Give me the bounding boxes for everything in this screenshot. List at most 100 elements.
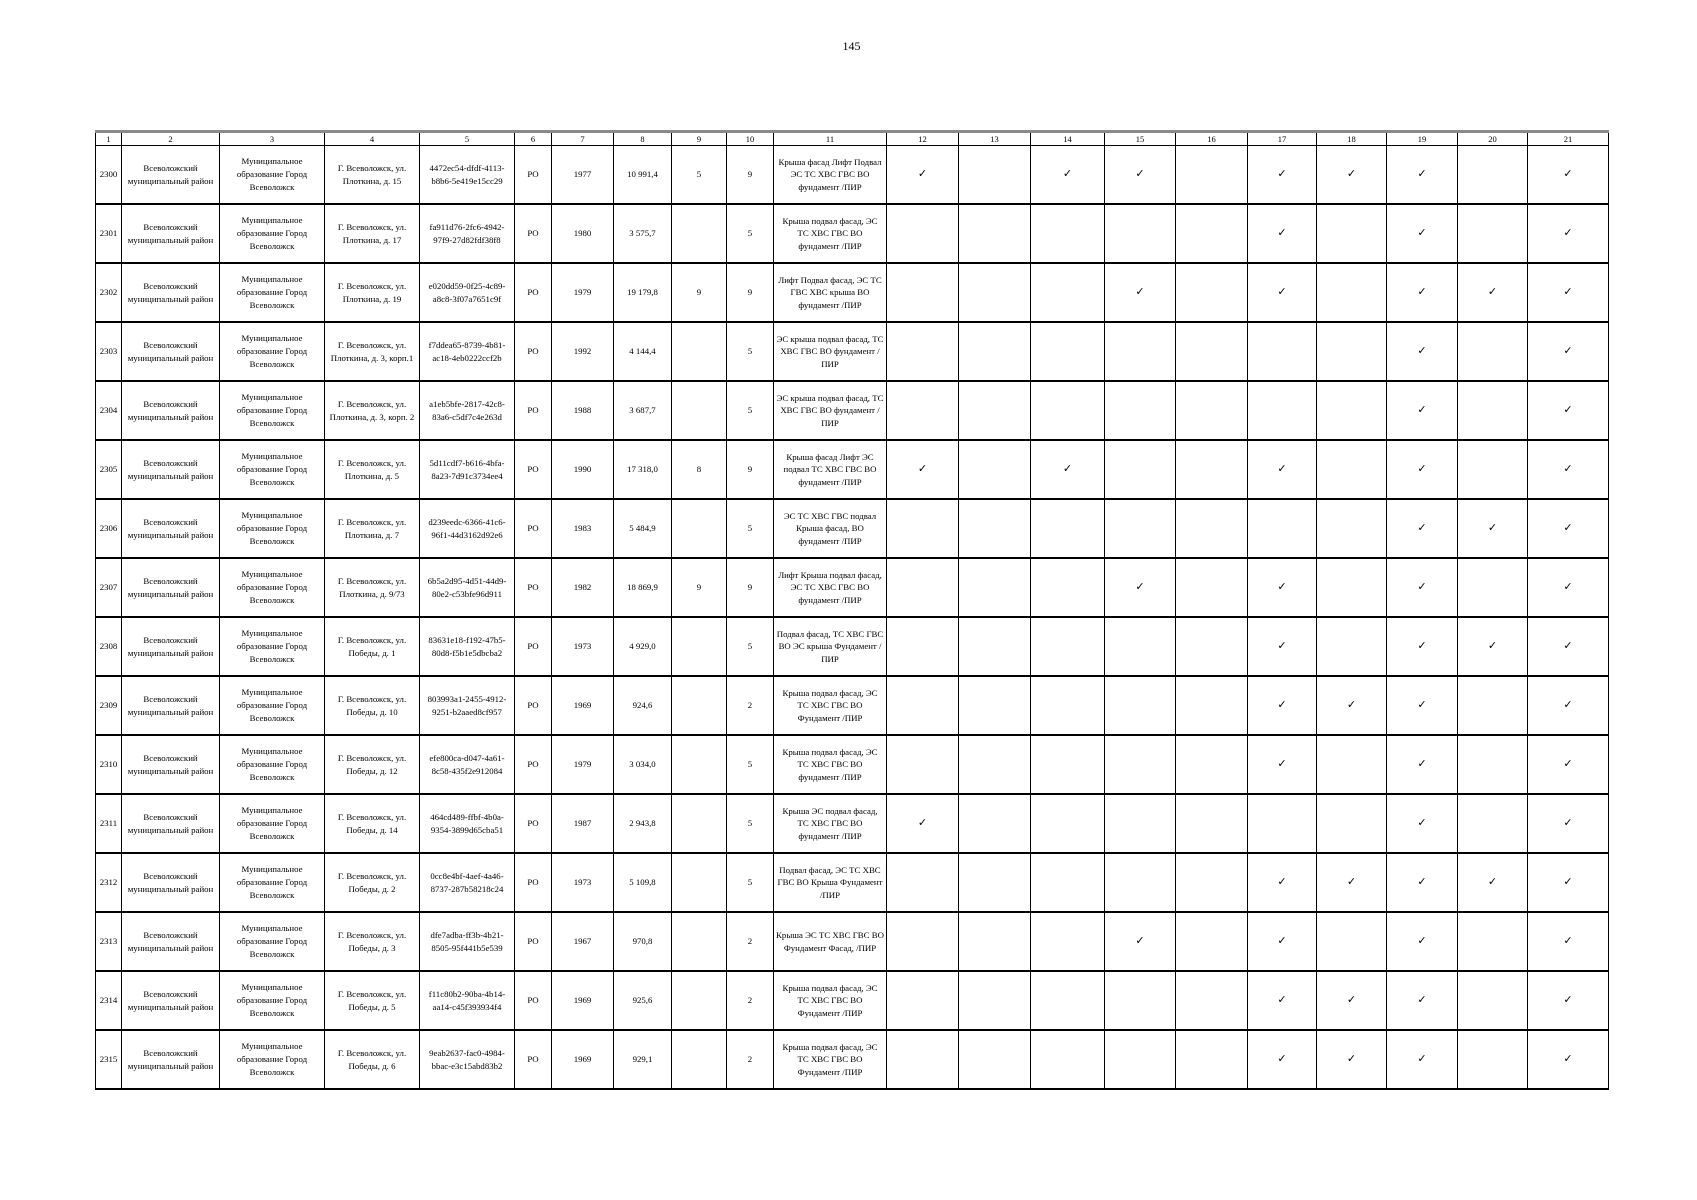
row-number-cell: 2301 [95, 203, 122, 264]
col9-cell [671, 616, 727, 677]
checkmark-col17: ✓ [1247, 557, 1317, 618]
table-row-2302: 2302 Всеволожский муниципальный район Муни… [95, 262, 1609, 323]
col10-cell: 2 [726, 1029, 774, 1090]
column-number-12: 12 [886, 130, 959, 146]
col10-cell: 5 [726, 203, 774, 264]
empty-check-cell-col18 [1316, 557, 1387, 618]
empty-check-cell-col17 [1247, 380, 1317, 441]
checkmark-col18: ✓ [1316, 970, 1387, 1031]
row-number-cell: 2315 [95, 1029, 122, 1090]
col9-cell [671, 498, 727, 559]
table-row-2311: 2311 Всеволожский муниципальный район Муни… [95, 793, 1609, 854]
col10-cell: 2 [726, 970, 774, 1031]
works-list-cell: Подвал фасад, ЭС ТС ХВС ГВС ВО Крыша Фун… [773, 852, 887, 913]
works-list-cell: Крыша подвал фасад, ЭС ТС ХВС ГВС ВО Фун… [773, 970, 887, 1031]
column-number-9: 9 [671, 130, 727, 146]
address-cell: Г. Всеволожск, ул. Плоткина, д. 5 [324, 439, 420, 500]
program-cell: РО [514, 675, 552, 736]
table-row-2301: 2301 Всеволожский муниципальный район Муни… [95, 203, 1609, 264]
area-cell: 10 991,4 [613, 145, 672, 205]
municipality-cell: Муниципальное образование Город Всеволож… [219, 321, 325, 382]
checkmark-col21: ✓ [1527, 145, 1609, 205]
empty-check-cell-col15 [1104, 793, 1176, 854]
empty-check-cell-col12 [886, 734, 959, 795]
checkmark-col12: ✓ [886, 793, 959, 854]
checkmark-col19: ✓ [1386, 498, 1458, 559]
empty-check-cell-col16 [1175, 145, 1248, 205]
district-cell: Всеволожский муниципальный район [121, 1029, 220, 1090]
works-list-cell: Крыша подвал фасад, ЭС ТС ХВС ГВС ВО фун… [773, 203, 887, 264]
empty-check-cell-col13 [958, 734, 1031, 795]
col10-cell: 2 [726, 675, 774, 736]
col10-cell: 5 [726, 498, 774, 559]
checkmark-col21: ✓ [1527, 380, 1609, 441]
district-cell: Всеволожский муниципальный район [121, 911, 220, 972]
empty-check-cell-col13 [958, 675, 1031, 736]
col10-cell: 9 [726, 262, 774, 323]
municipality-cell: Муниципальное образование Город Всеволож… [219, 1029, 325, 1090]
column-number-10: 10 [726, 130, 774, 146]
table-row-2315: 2315 Всеволожский муниципальный район Муни… [95, 1029, 1609, 1090]
year-cell: 1992 [551, 321, 614, 382]
area-cell: 3 034,0 [613, 734, 672, 795]
empty-check-cell-col15 [1104, 498, 1176, 559]
col10-cell: 5 [726, 793, 774, 854]
col9-cell: 8 [671, 439, 727, 500]
uuid-cell: f11c80b2-90ba-4b14-aa14-c45f393934f4 [419, 970, 515, 1031]
row-number-cell: 2300 [95, 145, 122, 205]
district-cell: Всеволожский муниципальный район [121, 262, 220, 323]
municipality-cell: Муниципальное образование Город Всеволож… [219, 911, 325, 972]
year-cell: 1983 [551, 498, 614, 559]
area-cell: 4 144,4 [613, 321, 672, 382]
empty-check-cell-col13 [958, 439, 1031, 500]
empty-check-cell-col14 [1030, 1029, 1105, 1090]
area-cell: 924,6 [613, 675, 672, 736]
year-cell: 1969 [551, 970, 614, 1031]
checkmark-col15: ✓ [1104, 145, 1176, 205]
program-cell: РО [514, 793, 552, 854]
address-cell: Г. Всеволожск, ул. Плоткина, д. 19 [324, 262, 420, 323]
uuid-cell: a1eb5bfe-2817-42c8-83a6-c5df7c4e263d [419, 380, 515, 441]
checkmark-col21: ✓ [1527, 616, 1609, 677]
checkmark-col12: ✓ [886, 145, 959, 205]
column-number-18: 18 [1316, 130, 1387, 146]
empty-check-cell-col17 [1247, 321, 1317, 382]
district-cell: Всеволожский муниципальный район [121, 852, 220, 913]
checkmark-col17: ✓ [1247, 145, 1317, 205]
checkmark-col21: ✓ [1527, 439, 1609, 500]
address-cell: Г. Всеволожск, ул. Победы, д. 2 [324, 852, 420, 913]
empty-check-cell-col14 [1030, 970, 1105, 1031]
checkmark-col17: ✓ [1247, 734, 1317, 795]
year-cell: 1987 [551, 793, 614, 854]
row-number-cell: 2313 [95, 911, 122, 972]
column-number-3: 3 [219, 130, 325, 146]
address-cell: Г. Всеволожск, ул. Победы, д. 10 [324, 675, 420, 736]
empty-check-cell-col20 [1457, 321, 1528, 382]
works-list-cell: Лифт Крыша подвал фасад, ЭС ТС ХВС ГВС В… [773, 557, 887, 618]
area-cell: 970,8 [613, 911, 672, 972]
empty-check-cell-col17 [1247, 498, 1317, 559]
column-number-6: 6 [514, 130, 552, 146]
checkmark-col17: ✓ [1247, 439, 1317, 500]
checkmark-col20: ✓ [1457, 852, 1528, 913]
empty-check-cell-col14 [1030, 498, 1105, 559]
checkmark-col19: ✓ [1386, 1029, 1458, 1090]
checkmark-col19: ✓ [1386, 262, 1458, 323]
empty-check-cell-col14 [1030, 380, 1105, 441]
empty-check-cell-col16 [1175, 734, 1248, 795]
program-cell: РО [514, 321, 552, 382]
empty-check-cell-col16 [1175, 203, 1248, 264]
checkmark-col21: ✓ [1527, 321, 1609, 382]
uuid-cell: e020dd59-0f25-4c89-a8c8-3f07a7651c9f [419, 262, 515, 323]
empty-check-cell-col16 [1175, 852, 1248, 913]
col10-cell: 5 [726, 380, 774, 441]
row-number-cell: 2306 [95, 498, 122, 559]
empty-check-cell-col14 [1030, 852, 1105, 913]
district-cell: Всеволожский муниципальный район [121, 203, 220, 264]
table-row-2310: 2310 Всеволожский муниципальный район Муни… [95, 734, 1609, 795]
works-list-cell: Крыша фасад Лифт ЭС подвал ТС ХВС ГВС ВО… [773, 439, 887, 500]
checkmark-col18: ✓ [1316, 675, 1387, 736]
empty-check-cell-col14 [1030, 262, 1105, 323]
col9-cell [671, 675, 727, 736]
checkmark-col21: ✓ [1527, 734, 1609, 795]
